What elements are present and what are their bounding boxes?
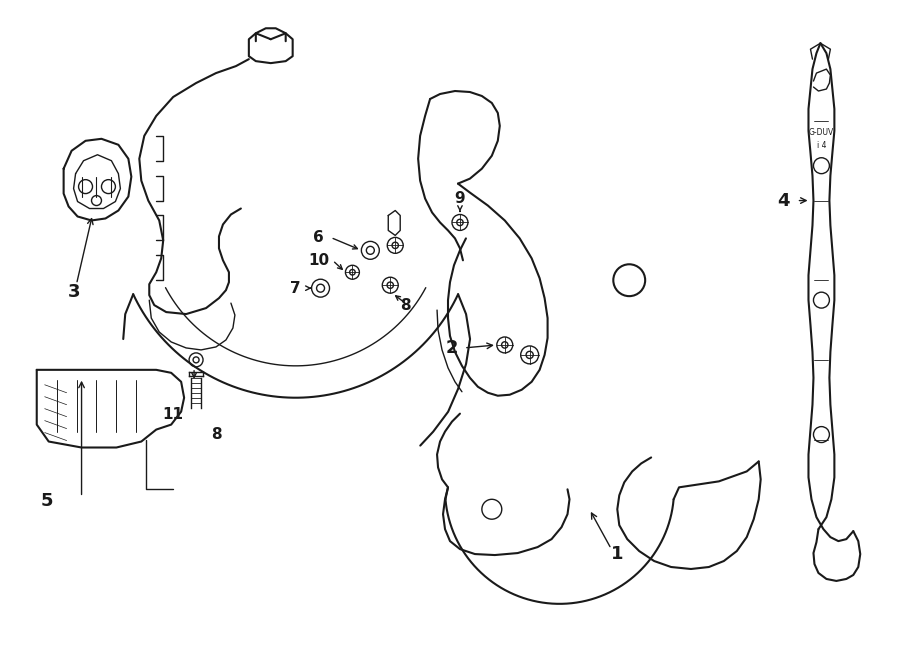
Text: 11: 11 (163, 407, 184, 422)
Text: i 4: i 4 (816, 141, 826, 150)
Text: 4: 4 (778, 192, 790, 210)
Circle shape (366, 247, 374, 254)
Text: 3: 3 (68, 283, 80, 301)
Text: 7: 7 (291, 281, 301, 295)
Circle shape (317, 284, 325, 292)
Text: 1: 1 (611, 545, 624, 563)
Text: G-DUV: G-DUV (809, 128, 834, 137)
Text: 8: 8 (400, 297, 410, 313)
Text: 8: 8 (211, 427, 221, 442)
Text: 2: 2 (446, 339, 458, 357)
Text: 10: 10 (308, 253, 329, 268)
Text: 9: 9 (454, 191, 465, 206)
Text: 5: 5 (40, 492, 53, 510)
Text: 6: 6 (313, 230, 324, 245)
Circle shape (194, 357, 199, 363)
